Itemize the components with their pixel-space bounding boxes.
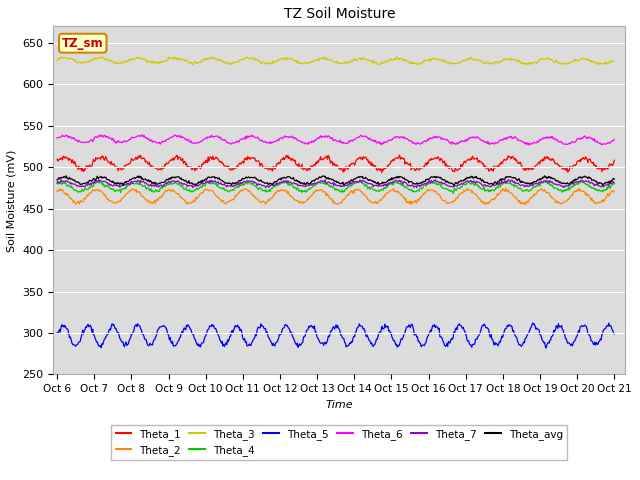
Theta_4 xyxy=(207,180,215,186)
Theta_6 xyxy=(63,133,71,139)
Theta_3 xyxy=(207,54,215,60)
Theta_avg xyxy=(177,175,185,181)
Theta_3 xyxy=(404,59,412,65)
Theta_2 xyxy=(53,189,61,194)
Theta_3 xyxy=(98,54,106,60)
Theta_3 xyxy=(178,57,186,62)
Theta_4 xyxy=(611,181,618,187)
Theta_7 xyxy=(64,179,72,185)
Theta_1 xyxy=(421,161,429,167)
Theta_1 xyxy=(396,152,403,158)
Theta_7 xyxy=(404,183,412,189)
Theta_3 xyxy=(611,58,618,64)
Theta_6 xyxy=(420,138,428,144)
Theta_avg xyxy=(611,176,618,182)
Line: Theta_6: Theta_6 xyxy=(57,135,614,145)
Theta_5 xyxy=(611,331,618,337)
Theta_6 xyxy=(525,142,533,148)
Theta_avg xyxy=(53,177,61,183)
Theta_6 xyxy=(404,137,412,143)
Theta_1 xyxy=(121,163,129,169)
Theta_6 xyxy=(138,132,145,138)
Theta_avg xyxy=(121,180,129,186)
Theta_2 xyxy=(611,188,618,194)
Theta_4 xyxy=(404,186,412,192)
Theta_7 xyxy=(413,185,420,191)
Theta_avg xyxy=(420,179,428,185)
Theta_3 xyxy=(53,58,61,64)
Line: Theta_avg: Theta_avg xyxy=(57,176,614,185)
Theta_7 xyxy=(57,177,65,182)
Theta_7 xyxy=(122,182,129,188)
Y-axis label: Soil Moisture (mV): Soil Moisture (mV) xyxy=(7,149,17,252)
Theta_6 xyxy=(53,135,61,141)
Title: TZ Soil Moisture: TZ Soil Moisture xyxy=(284,7,395,21)
Text: TZ_sm: TZ_sm xyxy=(62,37,104,50)
Theta_3 xyxy=(63,56,71,61)
Theta_5 xyxy=(403,324,411,330)
Theta_7 xyxy=(611,180,618,186)
Theta_2 xyxy=(403,199,411,204)
Theta_2 xyxy=(177,195,185,201)
Line: Theta_4: Theta_4 xyxy=(57,181,614,193)
Theta_avg xyxy=(450,182,458,188)
Theta_6 xyxy=(207,132,215,138)
Theta_1 xyxy=(53,156,61,162)
Theta_4 xyxy=(53,180,61,186)
Theta_4 xyxy=(178,182,186,188)
Theta_2 xyxy=(63,192,71,198)
Theta_6 xyxy=(178,133,186,139)
Theta_5 xyxy=(121,344,129,349)
Theta_avg xyxy=(541,173,548,179)
Theta_5 xyxy=(529,320,537,326)
Theta_1 xyxy=(378,170,386,176)
Legend: Theta_1, Theta_2, Theta_3, Theta_4, Theta_5, Theta_6, Theta_7, Theta_avg: Theta_1, Theta_2, Theta_3, Theta_4, Thet… xyxy=(111,425,568,460)
Theta_3 xyxy=(595,62,603,68)
Theta_6 xyxy=(121,138,129,144)
Theta_4 xyxy=(122,184,129,190)
Theta_5 xyxy=(63,326,71,332)
Theta_3 xyxy=(420,57,428,63)
Line: Theta_3: Theta_3 xyxy=(57,57,614,65)
Line: Theta_5: Theta_5 xyxy=(57,323,614,348)
Theta_1 xyxy=(63,155,71,161)
Theta_4 xyxy=(420,182,428,188)
Theta_7 xyxy=(421,181,429,187)
Theta_2 xyxy=(575,185,582,191)
Theta_1 xyxy=(207,154,214,160)
Theta_1 xyxy=(405,162,413,168)
Theta_2 xyxy=(207,187,214,193)
Theta_avg xyxy=(403,178,411,183)
Theta_1 xyxy=(177,158,185,164)
Theta_1 xyxy=(611,157,618,163)
Theta_2 xyxy=(121,194,129,200)
Line: Theta_1: Theta_1 xyxy=(57,155,614,173)
Theta_7 xyxy=(178,180,186,186)
Theta_2 xyxy=(420,191,428,196)
Theta_4 xyxy=(63,183,71,189)
Theta_4 xyxy=(96,178,104,184)
Theta_avg xyxy=(207,175,214,180)
Theta_3 xyxy=(122,59,129,64)
Theta_5 xyxy=(53,330,61,336)
Line: Theta_7: Theta_7 xyxy=(57,180,614,188)
Theta_avg xyxy=(63,175,71,181)
Theta_7 xyxy=(53,180,61,185)
Theta_6 xyxy=(611,136,618,142)
X-axis label: Time: Time xyxy=(326,400,353,409)
Theta_5 xyxy=(177,331,185,337)
Theta_7 xyxy=(207,178,215,183)
Theta_5 xyxy=(207,323,214,329)
Theta_4 xyxy=(449,191,457,196)
Theta_2 xyxy=(482,202,490,207)
Theta_5 xyxy=(420,342,428,348)
Line: Theta_2: Theta_2 xyxy=(57,188,614,204)
Theta_5 xyxy=(542,345,550,351)
